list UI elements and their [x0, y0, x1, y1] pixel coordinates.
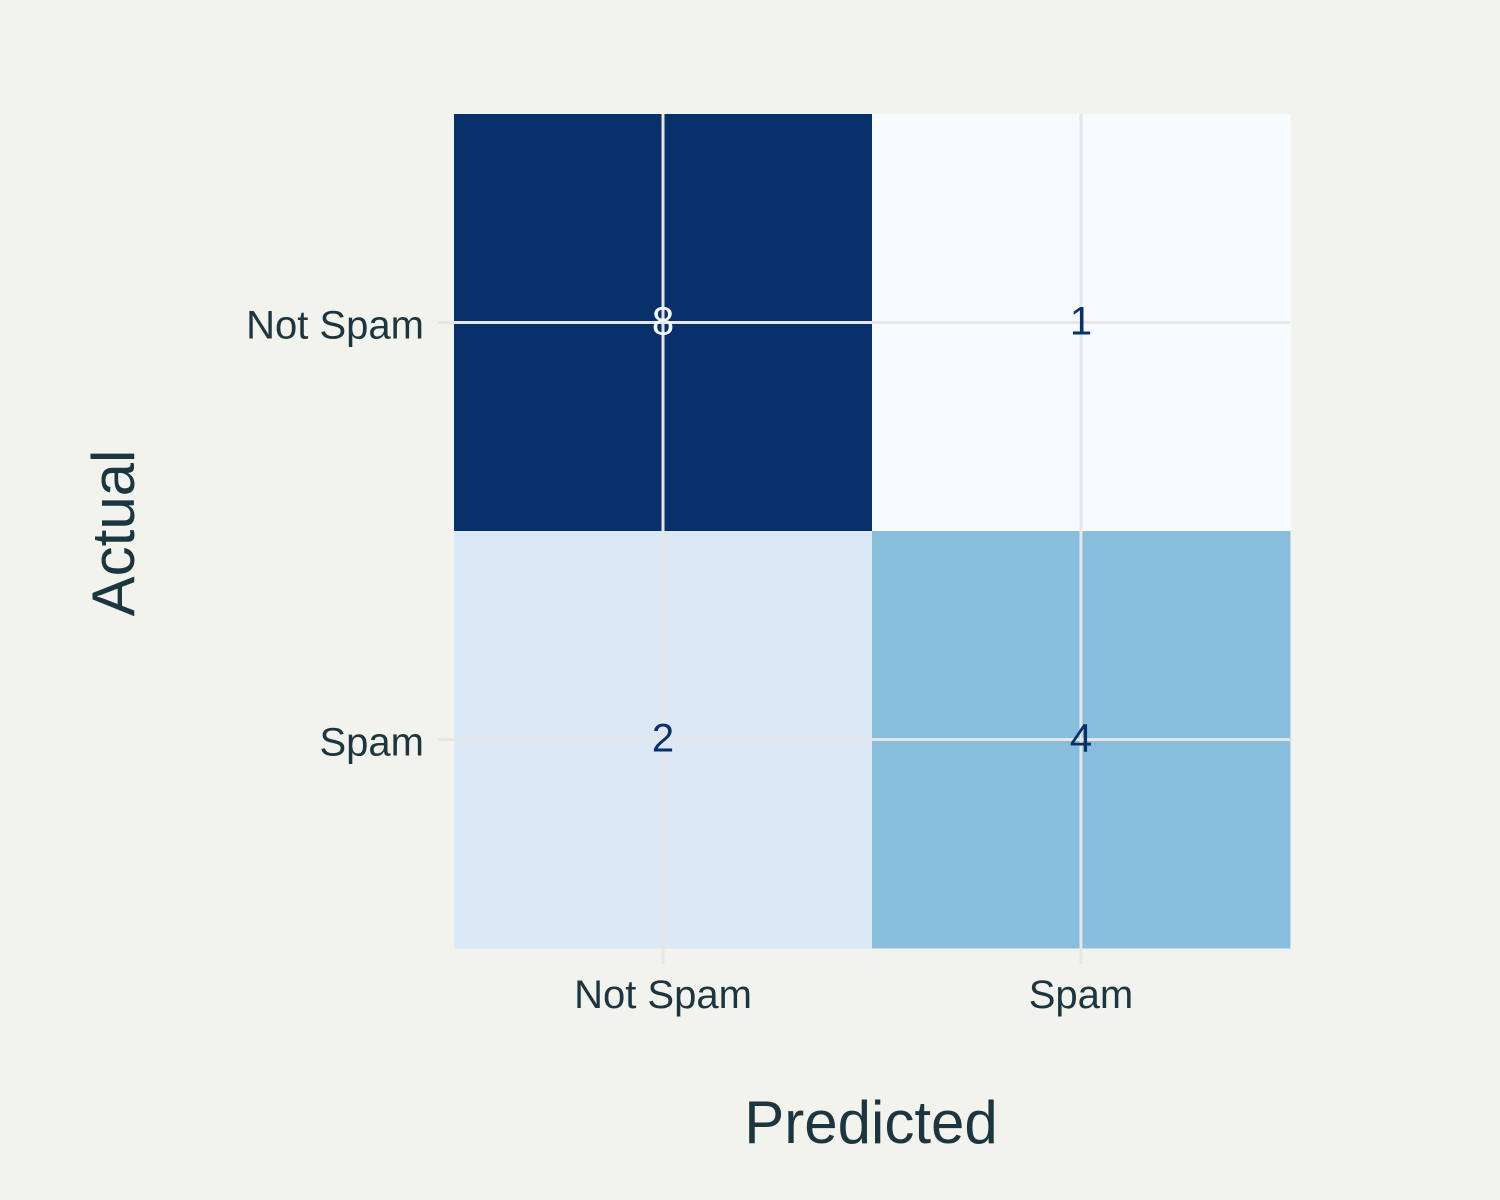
cell-value-label: 2 [652, 717, 674, 761]
heatmap-cells [454, 114, 1291, 949]
x-axis-title: Predicted [744, 1089, 997, 1156]
y-axis-title: Actual [80, 450, 147, 617]
cell-value-labels: 8 1 2 4 [652, 300, 1092, 761]
gridlines [438, 114, 1290, 964]
cell-value-label: 1 [1070, 300, 1092, 344]
axis-ticks: Not Spam Spam Not Spam Spam [246, 304, 1133, 1018]
y-tick-label: Spam [320, 721, 425, 765]
y-tick-label: Not Spam [246, 304, 424, 348]
cell-value-label: 8 [652, 300, 674, 344]
x-tick-label: Not Spam [574, 973, 752, 1017]
x-tick-label: Spam [1029, 973, 1134, 1017]
cell-value-label: 4 [1070, 717, 1092, 761]
